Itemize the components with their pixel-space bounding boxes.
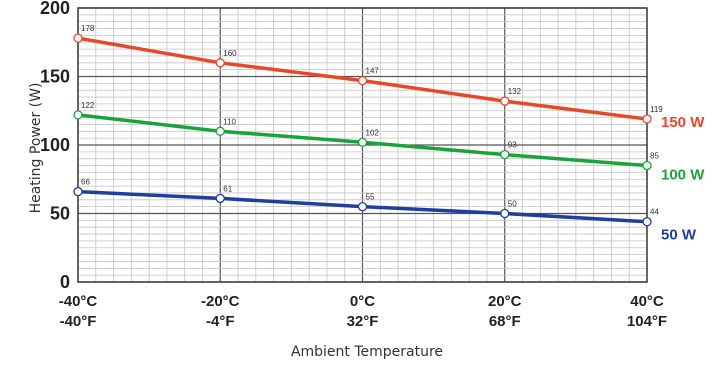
series-label: 150 W: [661, 114, 705, 131]
x-tick-label-celsius: 40°C: [630, 293, 664, 310]
x-tick-label-celsius: 20°C: [488, 293, 522, 310]
series-label: 100 W: [661, 167, 705, 184]
x-tick-label-fahrenheit: 32°F: [347, 313, 379, 330]
y-axis-label: Heating Power (W): [28, 83, 44, 214]
plot-frame: [77, 7, 648, 283]
data-label: 110: [223, 117, 236, 126]
axes: 0 50 100 150 200 -40°C -40°F -20°C -4°F 0°C 32°F 20…: [40, 0, 667, 330]
data-point: [357, 75, 368, 86]
data-point: [500, 96, 510, 106]
data-point: [215, 193, 225, 204]
data-point: [215, 58, 225, 68]
x-tick-label-celsius: 0°C: [350, 293, 375, 310]
data-label: 178: [81, 24, 95, 33]
series-50w: [73, 186, 652, 227]
y-tick-label: 100: [40, 135, 70, 155]
x-tick-label-fahrenheit: 104°F: [627, 313, 667, 330]
data-label: 119: [650, 105, 663, 114]
series-label: 50 W: [661, 227, 697, 244]
x-tick-label-fahrenheit: -40°F: [60, 313, 97, 330]
data-point: [73, 186, 83, 197]
data-point: [642, 217, 652, 227]
data-point: [73, 33, 83, 43]
data-label: 61: [223, 184, 232, 193]
data-label: 66: [81, 178, 90, 187]
data-label: 122: [81, 101, 95, 110]
x-tick-label-celsius: -20°C: [201, 293, 240, 310]
data-label: 55: [366, 193, 375, 202]
y-tick-label: 50: [50, 204, 70, 224]
x-tick-label-celsius: -40°C: [59, 293, 98, 310]
x-tick-label-fahrenheit: 68°F: [489, 313, 521, 330]
series-100w: [73, 110, 652, 171]
series-150w: [73, 33, 652, 124]
data-point: [215, 126, 225, 136]
data-label: 132: [508, 87, 522, 96]
data-label: 85: [650, 152, 659, 161]
data-label: 93: [508, 141, 517, 150]
x-axis-label: Ambient Temperature: [291, 344, 443, 360]
data-label: 147: [366, 67, 380, 76]
data-point: [642, 114, 652, 124]
data-label: 50: [508, 200, 517, 209]
data-label: 160: [223, 49, 237, 58]
y-tick-label: 0: [60, 272, 70, 292]
data-point: [357, 201, 368, 212]
y-tick-label: 200: [40, 0, 70, 18]
data-point: [500, 208, 510, 219]
data-point: [642, 160, 652, 171]
data-label: 44: [650, 208, 659, 217]
x-tick-label-fahrenheit: -4°F: [206, 313, 235, 330]
series-layer: [73, 33, 652, 227]
data-point: [500, 149, 510, 160]
data-point: [73, 110, 83, 120]
data-point: [357, 137, 368, 147]
y-tick-label: 150: [40, 67, 70, 87]
data-label: 102: [366, 128, 380, 137]
